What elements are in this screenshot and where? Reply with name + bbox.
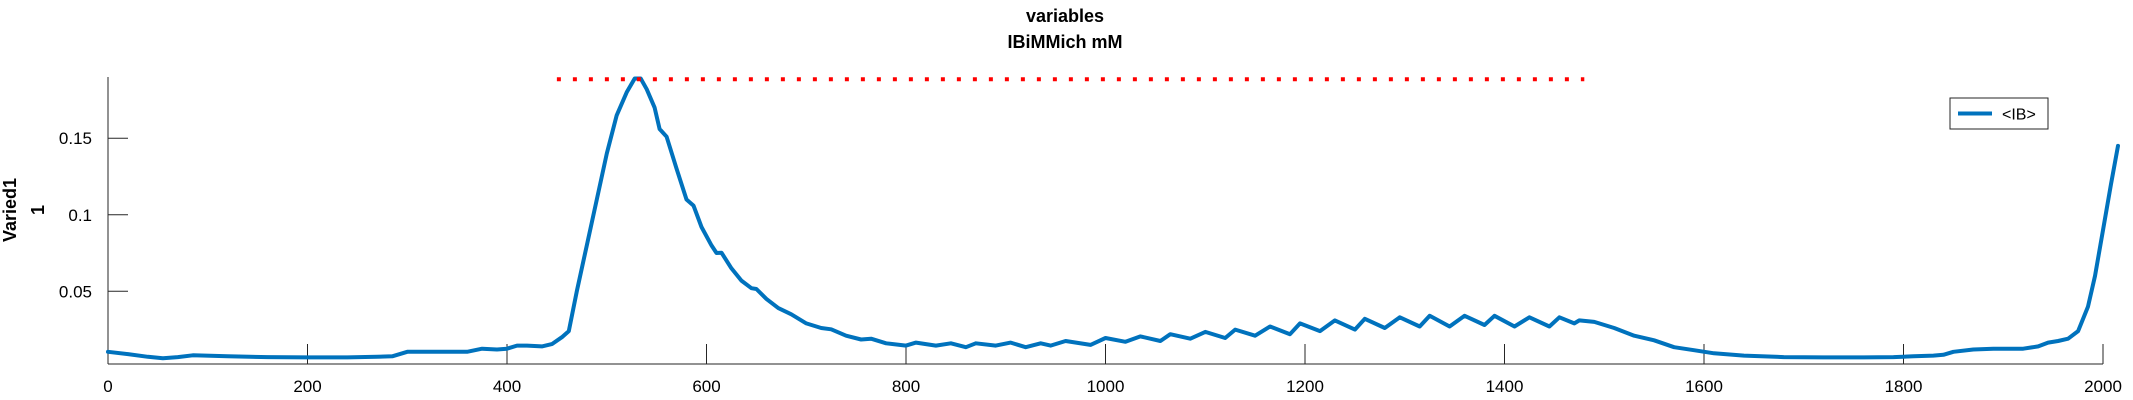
x-tick-label: 1800 — [1885, 377, 1923, 396]
x-tick-label: 1400 — [1486, 377, 1524, 396]
x-tick-label: 2000 — [2084, 377, 2122, 396]
x-tick-label: 1000 — [1087, 377, 1125, 396]
x-tick-label: 400 — [493, 377, 521, 396]
x-tick-label: 1200 — [1286, 377, 1324, 396]
y-tick-label: 0.1 — [68, 206, 92, 225]
y-tick-label: 0.15 — [59, 129, 92, 148]
chart-title-line2: IBiMMich mM — [1008, 32, 1123, 52]
y-axis-label-group: Varied1 1 — [0, 178, 48, 242]
x-tick-label: 1600 — [1685, 377, 1723, 396]
x-tick-label: 200 — [293, 377, 321, 396]
chart-title-line1: variables — [1026, 6, 1104, 26]
series-line-ib — [106, 76, 2120, 361]
x-tick-label: 600 — [692, 377, 720, 396]
x-tick-label: 800 — [892, 377, 920, 396]
axes: 0 200 400 600 800 1000 1200 1400 1600 1800 2000 0.0… — [59, 77, 2122, 396]
legend-label: <IB> — [2002, 107, 2036, 124]
legend: <IB> — [1949, 97, 2049, 130]
y-axis-label-line1: Varied1 — [0, 178, 20, 242]
y-axis-label-line2: 1 — [28, 205, 48, 215]
y-tick-label: 0.05 — [59, 282, 92, 301]
plot-area — [106, 76, 2120, 361]
x-tick-label: 0 — [103, 377, 112, 396]
